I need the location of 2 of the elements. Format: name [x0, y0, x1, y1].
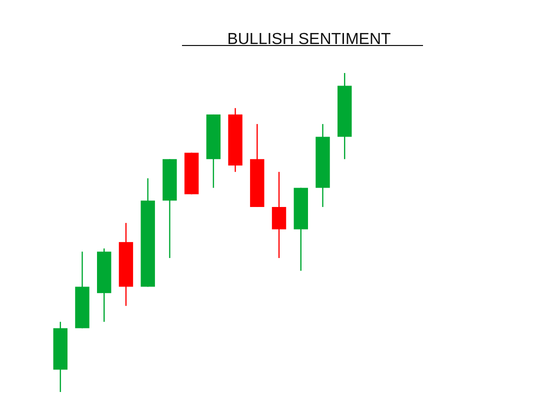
- chart-title: BULLISH SENTIMENT: [227, 31, 392, 48]
- candlestick: [272, 171, 286, 259]
